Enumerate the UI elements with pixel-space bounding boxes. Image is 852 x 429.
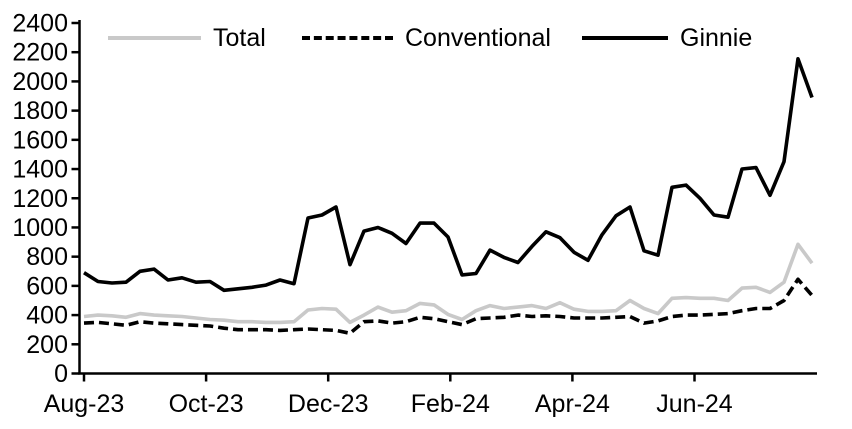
legend-item-ginnie: Ginnie <box>582 25 752 51</box>
conventional-line <box>83 277 814 336</box>
x-tick-label: Jun-24 <box>656 390 733 418</box>
y-tick-label: 200 <box>26 331 68 359</box>
x-tick-label: Aug-23 <box>44 390 125 418</box>
x-tick-label: Dec-23 <box>288 390 369 418</box>
total-line-swatch-icon <box>108 36 201 40</box>
y-tick-label: 1600 <box>12 126 68 154</box>
legend-label-ginnie: Ginnie <box>680 24 753 52</box>
y-tick-label: 2400 <box>12 10 68 38</box>
ginnie-line-swatch-icon <box>582 36 668 40</box>
legend-item-conventional: Conventional <box>302 25 551 51</box>
legend-label-total: Total <box>213 24 266 52</box>
x-tick-label: Feb-24 <box>411 390 490 418</box>
y-tick-label: 2000 <box>12 68 68 96</box>
y-tick-label: 0 <box>54 360 68 388</box>
total-line <box>83 242 814 325</box>
x-tick-label: Oct-23 <box>169 390 244 418</box>
y-tick-label: 600 <box>26 272 68 300</box>
y-tick-label: 1400 <box>12 156 68 184</box>
ginnie-line <box>83 56 814 293</box>
legend-item-total: Total <box>108 25 266 51</box>
legend-label-conventional: Conventional <box>405 24 551 52</box>
y-tick-label: 800 <box>26 243 68 271</box>
x-tick-label: Apr-24 <box>535 390 610 418</box>
y-tick-label: 1800 <box>12 97 68 125</box>
y-tick-label: 1000 <box>12 214 68 242</box>
conventional-line-swatch-icon <box>302 36 393 40</box>
y-tick-label: 1200 <box>12 185 68 213</box>
y-tick-label: 2200 <box>12 39 68 67</box>
y-tick-label: 400 <box>26 302 68 330</box>
